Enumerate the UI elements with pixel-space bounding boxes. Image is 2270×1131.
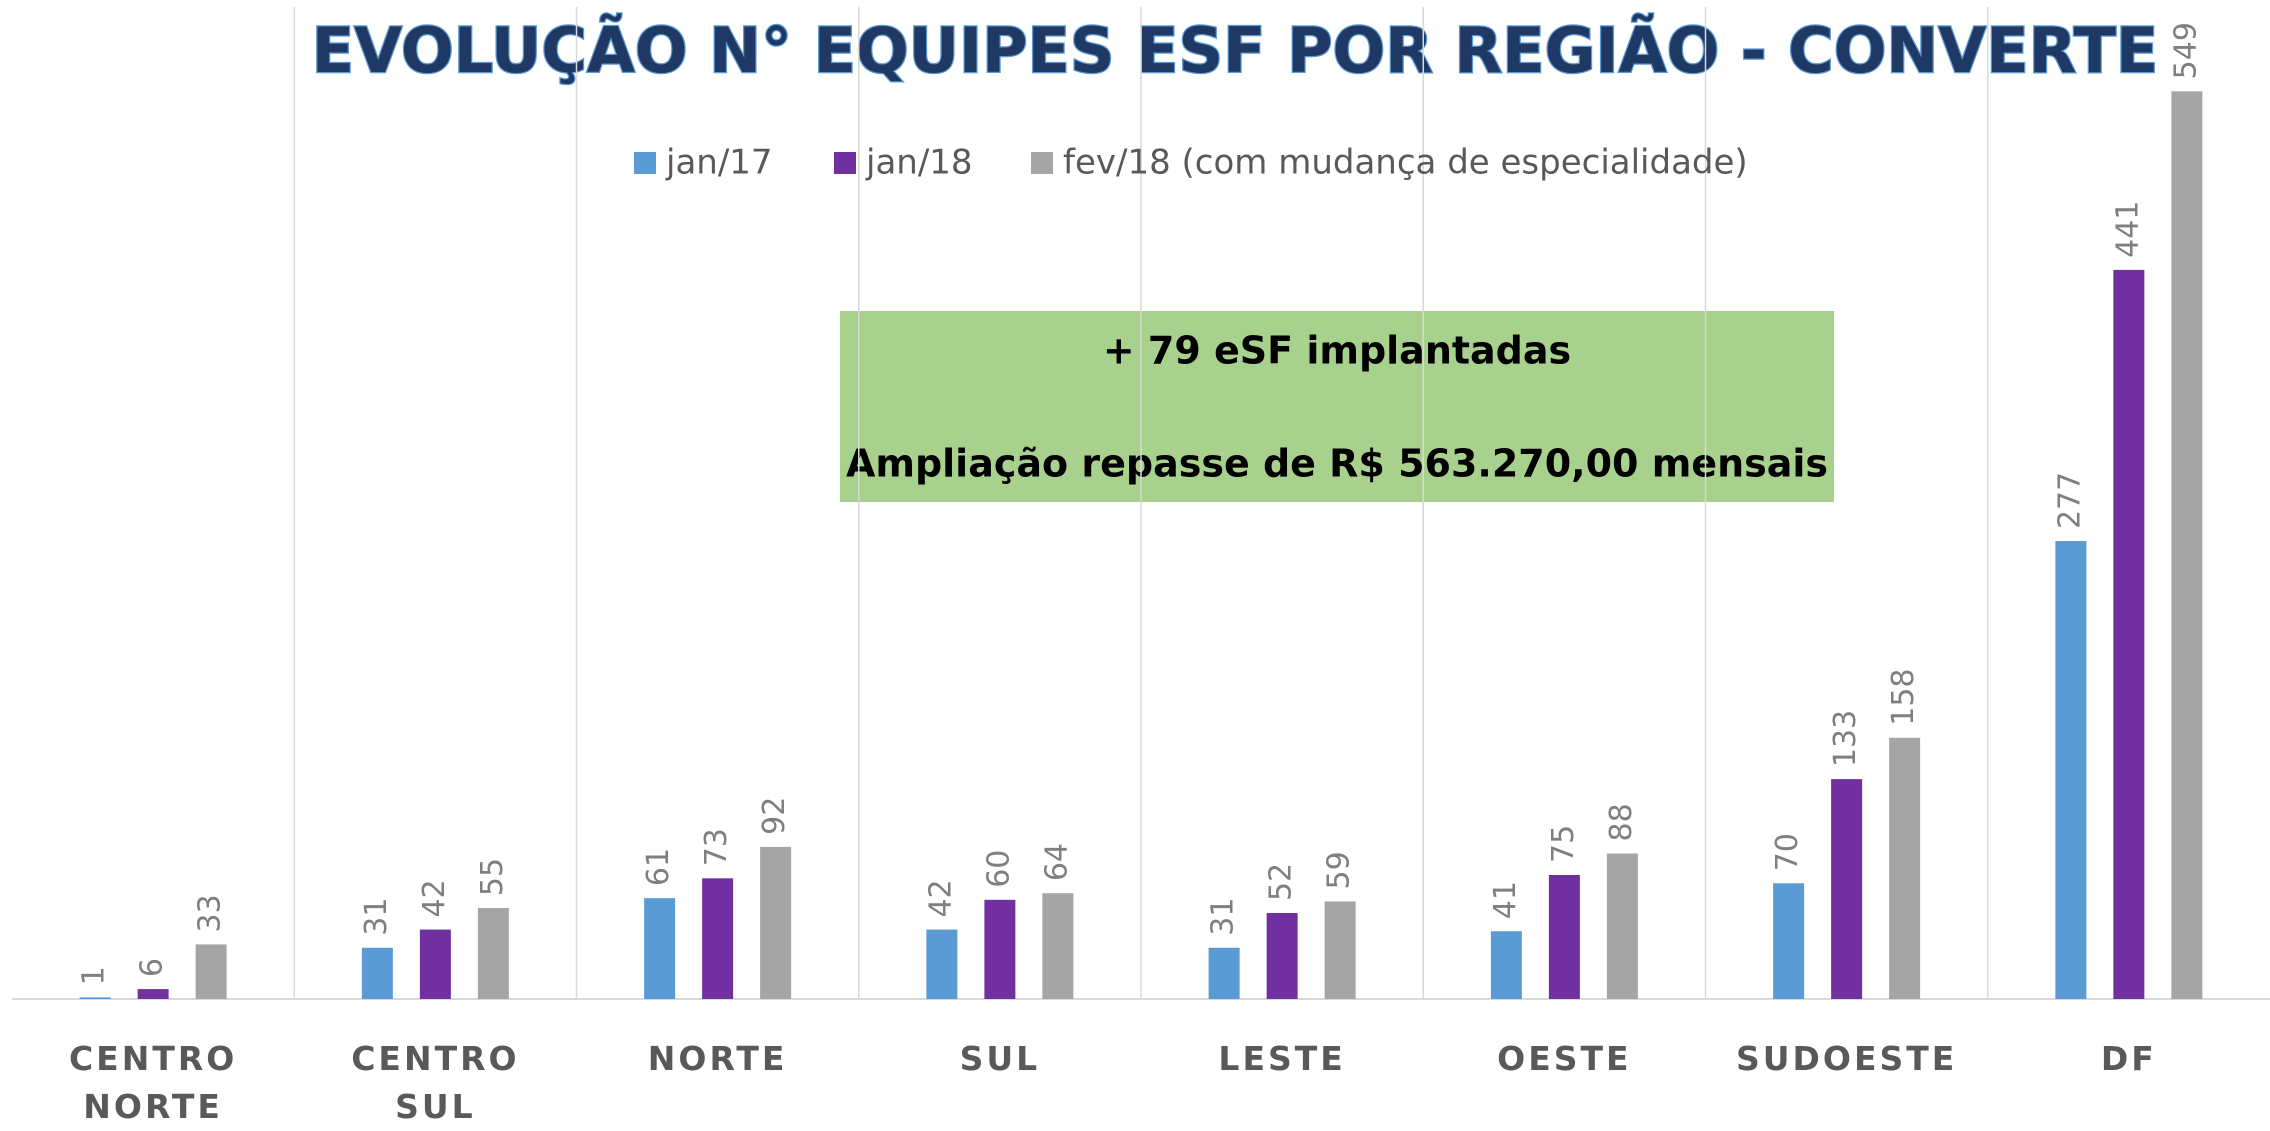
bar — [984, 899, 1016, 999]
x-tick-label: DF — [2100, 1039, 2157, 1078]
value-label: 92 — [757, 797, 792, 835]
bar — [926, 929, 958, 999]
value-label: 88 — [1604, 803, 1639, 841]
value-label: 61 — [641, 848, 676, 886]
bar — [1606, 853, 1638, 999]
bar — [2171, 91, 2203, 999]
value-label: 549 — [2168, 22, 2203, 79]
bar — [1266, 913, 1298, 999]
value-label: 52 — [1264, 863, 1299, 901]
bar — [195, 944, 227, 999]
value-label: 41 — [1488, 881, 1523, 919]
value-label: 70 — [1770, 833, 1805, 871]
value-label: 42 — [923, 879, 958, 917]
x-tick-label: CENTRO SUL — [351, 1039, 520, 1126]
value-label: 441 — [2110, 201, 2145, 258]
bar — [1490, 931, 1522, 999]
x-tick-label: LESTE — [1218, 1039, 1346, 1078]
legend-label: fev/18 (com mudança de especialidade) — [1063, 143, 1748, 183]
bar — [79, 997, 111, 999]
value-label: 73 — [699, 828, 734, 866]
bar — [1208, 947, 1240, 999]
value-label: 158 — [1886, 669, 1921, 726]
x-tick-label: NORTE — [647, 1039, 788, 1078]
value-label: 277 — [2052, 472, 2087, 529]
value-label: 6 — [135, 958, 170, 977]
x-tick-label: CENTRO NORTE — [68, 1039, 238, 1126]
value-label: 42 — [417, 879, 452, 917]
bar — [1548, 875, 1580, 999]
x-tick-label: SUDOESTE — [1735, 1039, 1958, 1078]
bar — [1324, 901, 1356, 999]
value-label: 59 — [1322, 851, 1357, 889]
bar — [2113, 269, 2145, 999]
value-label: 1 — [77, 966, 112, 985]
annotation: + 79 eSF implantadas — [1103, 329, 1571, 373]
value-label: 55 — [475, 858, 510, 896]
legend-label: jan/18 — [865, 143, 973, 183]
bar — [477, 908, 509, 999]
annotation-box — [840, 311, 1834, 502]
legend-swatch — [634, 152, 656, 174]
bar — [361, 947, 393, 999]
bar — [1889, 737, 1921, 999]
bar — [644, 898, 676, 999]
annotation: Ampliação repasse de R$ 563.270,00 mensa… — [846, 442, 1828, 486]
x-tick-label: SUL — [959, 1039, 1041, 1078]
bar — [1042, 893, 1074, 999]
legend-label: jan/17 — [665, 143, 773, 183]
value-label: 64 — [1039, 843, 1074, 881]
value-label: 75 — [1546, 825, 1581, 863]
bar — [702, 878, 734, 999]
legend-swatch — [1031, 152, 1053, 174]
x-tick-label: OESTE — [1497, 1039, 1632, 1078]
bar — [419, 929, 451, 999]
chart-title: EVOLUÇÃO N° EQUIPES ESF POR REGIÃO - CON… — [312, 14, 2158, 87]
bar — [137, 989, 169, 999]
value-label: 133 — [1828, 710, 1863, 767]
value-label: 60 — [981, 850, 1016, 888]
value-label: 33 — [193, 894, 228, 932]
legend-swatch — [834, 152, 856, 174]
bar — [1831, 779, 1863, 999]
value-label: 31 — [359, 898, 394, 936]
bar — [2055, 541, 2087, 999]
bar — [1773, 883, 1805, 999]
bar — [760, 846, 792, 999]
value-label: 31 — [1206, 898, 1241, 936]
